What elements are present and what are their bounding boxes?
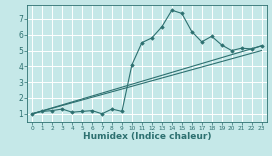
X-axis label: Humidex (Indice chaleur): Humidex (Indice chaleur) bbox=[83, 132, 211, 141]
